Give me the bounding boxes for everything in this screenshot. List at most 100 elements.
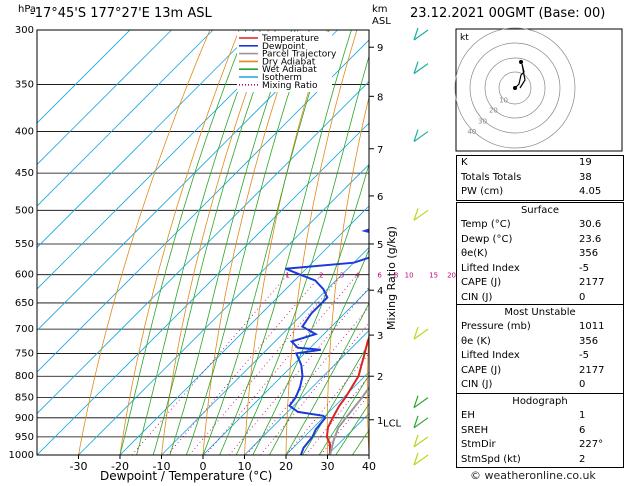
wind-barb-staff [413,454,429,466]
wind-barb [413,208,429,221]
wet-adiabat [152,30,276,455]
x-axis-label: Dewpoint / Temperature (°C) [100,469,273,483]
index-row: CAPE (J) 2177 [457,364,608,379]
height-tick-label: 8 [377,92,383,103]
pressure-tick-label: 550 [15,239,34,250]
index-label: PW (cm) [461,186,504,198]
mixing-ratio-line [286,352,369,455]
height-tick-label: 7 [377,145,383,156]
mixing-ratio-line [167,274,322,455]
index-row: θe(K) 356 [457,247,608,262]
index-value: 2177 [579,277,605,289]
index-row: PW (cm) 4.05 [457,185,605,200]
hodograph-indices-box: Hodograph EH 1 SREH 6 StmDir 227° StmSpd (kt) 2 [456,393,624,469]
index-value: 30.6 [579,219,602,230]
pressure-tick-label: 350 [15,79,34,90]
index-row: Lifted Index -5 [457,349,608,364]
isotherm [37,80,369,415]
wind-barb [413,61,429,75]
mixing-ratio-label: 6 [377,272,382,280]
index-row: StmSpd (kt) 2 [457,453,607,468]
wind-barb-staff [413,397,429,409]
index-value: 19 [579,157,592,168]
height-tick-label: 9 [377,43,383,54]
wet-adiabat [335,403,369,455]
wind-barb-flag [413,61,419,74]
pressure-tick-label: 750 [15,348,34,359]
copyright-footer: © weatheronline.co.uk [470,469,596,482]
plot-frame [36,29,370,456]
height-unit-top: km [372,4,388,15]
index-row: EH 1 [457,409,607,424]
index-value: 4.05 [579,186,602,198]
isotherm [37,30,338,332]
legend-label: Isotherm [262,73,302,83]
index-row: K 19 [457,156,605,171]
most-unstable-table: Pressure (mb) 1011 θe (K) 356 Lifted Index -5… [457,320,608,393]
mixing-ratio-line [246,306,369,455]
pressure-tick-label: 400 [15,127,34,138]
x-tick-label: 0 [200,460,207,473]
index-label: CAPE (J) [461,277,502,289]
x-tick-label: -30 [70,460,88,473]
dry-adiabat [119,30,240,455]
hodograph-origin [513,86,517,90]
pressure-tick-label: 650 [15,298,34,309]
index-value: -5 [579,262,589,274]
x-tick-label: -20 [111,460,129,473]
wind-barbs [413,27,429,466]
height-tick-label: 4 [377,286,383,297]
hodograph-ring-label: 40 [467,128,476,136]
index-label: Pressure (mb) [461,321,531,332]
location-title: -17°45'S 177°27'E 13m ASL [30,6,212,21]
isotherm [37,30,214,207]
wind-barb-staff [413,63,429,75]
x-tick-label: 40 [362,460,376,473]
index-label: EH [461,410,475,421]
general-indices-table: K 19 Totals Totals 38 PW (cm) 4.05 [457,156,605,200]
index-label: CIN (J) [461,291,493,303]
dry-adiabat [366,322,369,455]
index-label: Lifted Index [461,350,520,362]
hodograph-frame [455,28,623,152]
wet-adiabat [119,30,247,455]
mixing-ratio-label: 8 [394,272,398,280]
height-unit-bottom: ASL [372,16,391,27]
index-row: θe (K) 356 [457,335,608,350]
hodograph-ring [498,71,532,105]
index-value: -5 [579,350,589,362]
hodograph-ring-label: 20 [489,107,498,115]
isotherm [37,30,131,124]
index-label: θe(K) [461,248,488,260]
index-row: CIN (J) 0 [457,378,608,393]
hodograph-unit-label: kt [460,33,469,43]
wind-barb-staff [413,209,429,221]
index-value: 356 [579,335,599,347]
wind-barb [413,395,429,409]
mixing-ratio-label: 15 [429,272,438,280]
general-indices-box: K 19 Totals Totals 38 PW (cm) 4.05 [456,155,624,201]
wet-adiabat [169,30,293,455]
index-label: Dewp (°C) [461,233,513,245]
wind-barb-staff [413,29,429,41]
index-value: 23.6 [579,233,602,245]
hodograph-ring-label: 30 [478,117,487,125]
dry-adiabat [285,30,358,455]
dry-adiabat [202,30,299,455]
pressure-unit-label: hPa [18,4,37,15]
pressure-tick-label: 900 [15,413,34,424]
index-row: StmDir 227° [457,438,607,453]
pressure-tick-label: 800 [15,371,34,382]
isotherm [285,371,369,455]
wind-barb-flag [413,129,419,142]
hodograph-ring [454,27,576,149]
height-tick-label: 1 [377,416,383,427]
mixing-ratio-label: 20 [447,272,456,280]
wind-barb-flag [413,208,419,221]
index-value: 2 [579,453,586,465]
pressure-tick-label: 850 [15,393,34,404]
index-value: 0 [579,379,586,391]
wet-adiabat [219,30,352,455]
legend-label: Mixing Ratio [262,81,318,91]
